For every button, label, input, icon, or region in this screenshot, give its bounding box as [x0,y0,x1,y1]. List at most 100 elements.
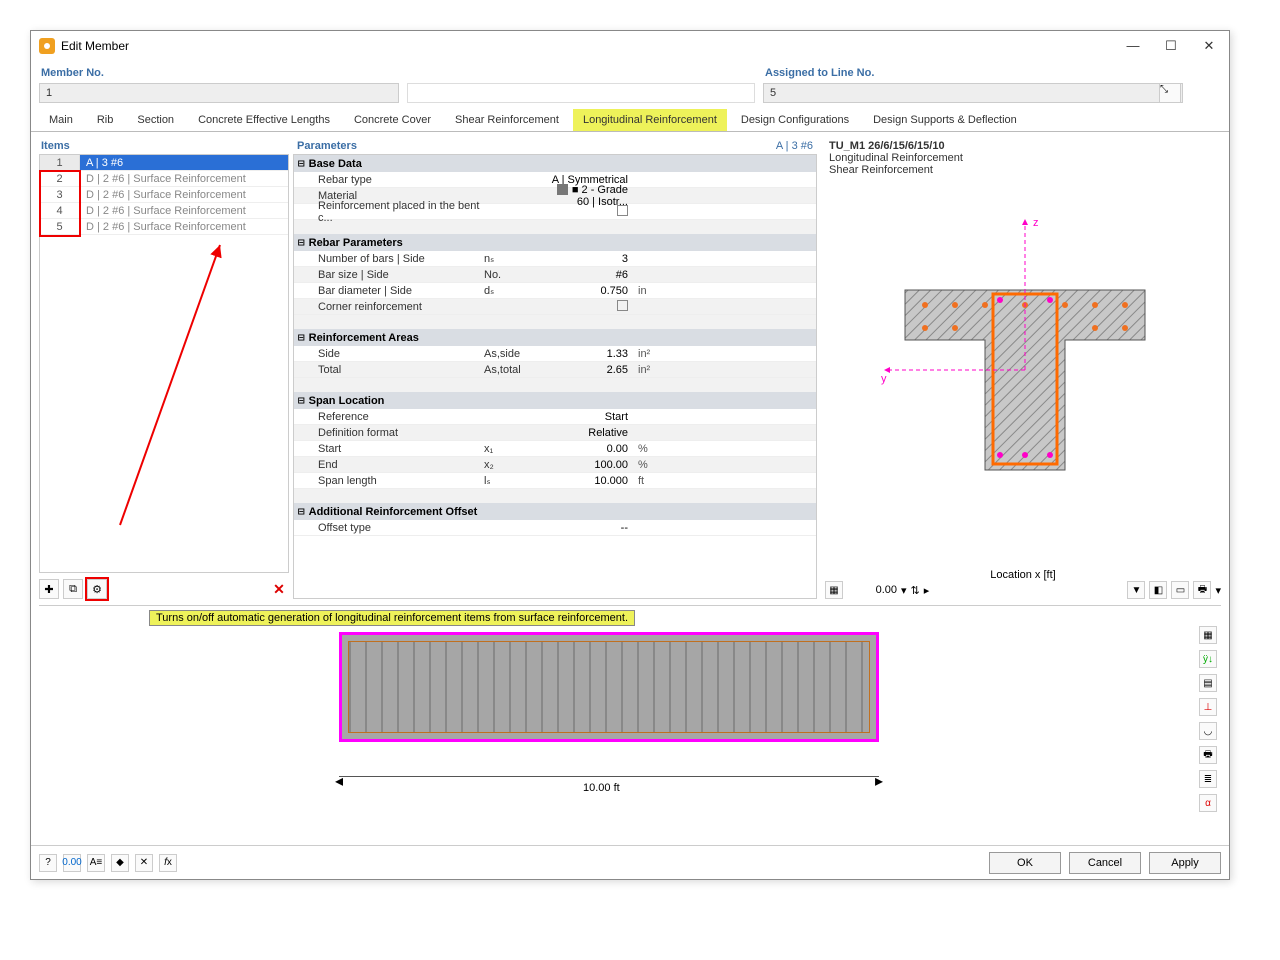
member-no-value[interactable]: 1 [39,83,399,103]
cross-section-svg: z y [825,180,1225,480]
location-next-icon[interactable]: ▸ [924,584,930,597]
help-icon[interactable]: ? [39,854,57,872]
beam-elevation [339,632,879,742]
location-stepper-icon[interactable]: ⇅ [911,584,920,597]
elevation-toolbar: ▦ ÿ↓ ▤ ⊥ ◡ 🖶 ≣ α [1199,626,1217,812]
preview-line2: Longitudinal Reinforcement [829,152,1221,164]
items-table[interactable]: 1A | 3 #62D | 2 #6 | Surface Reinforceme… [39,154,289,573]
assigned-value[interactable]: 5 [763,83,1183,103]
location-controls: ▦ 0.00 ▾ ⇅ ▸ ▼ ◧ ▭ 🖶 ▾ [825,581,1221,599]
preview-header: TU_M1 26/6/15/6/15/10 Longitudinal Reinf… [825,138,1221,180]
dimension-label: 10.00 ft [579,782,624,794]
tab-main[interactable]: Main [39,109,83,131]
preview-column: TU_M1 26/6/15/6/15/10 Longitudinal Reinf… [821,138,1221,599]
param-row[interactable]: Bar size | SideNo.#6 [294,267,816,283]
window-title: Edit Member [61,39,129,53]
tab-shear-reinforcement[interactable]: Shear Reinforcement [445,109,569,131]
cancel-button[interactable]: Cancel [1069,852,1141,874]
delete-item-button[interactable]: ✕ [269,581,289,598]
item-row[interactable]: 1A | 3 #6 [40,155,288,171]
parameters-label: Parameters [297,140,357,152]
assigned-label: Assigned to Line No. [763,65,1183,83]
new-item-button[interactable]: ✚ [39,579,59,599]
parameters-grid[interactable]: ⊟ Base DataRebar typeA | SymmetricalMate… [293,154,817,599]
f3-icon[interactable]: ✕ [135,854,153,872]
units-icon[interactable]: 0.00 [63,854,81,872]
pick-line-button[interactable]: ⤡ [1159,83,1181,103]
apply-button[interactable]: Apply [1149,852,1221,874]
items-toolbar: ✚ ⧉ ⚙ ✕ [39,573,289,599]
param-row[interactable]: Reinforcement placed in the bent c... [294,204,816,220]
axes-icon[interactable]: ÿ↓ [1199,650,1217,668]
member-no-box: Member No. 1 [39,65,399,103]
titlebar: Edit Member — ☐ ✕ [31,31,1229,61]
tabs: MainRibSectionConcrete Effective Lengths… [31,103,1229,132]
section-name: TU_M1 26/6/15/6/15/10 [829,140,1221,152]
section-span-location[interactable]: ⊟ Span Location [294,392,816,409]
param-row[interactable]: Bar diameter | Sidedₛ0.750in [294,283,816,299]
auto-generate-button[interactable]: ⚙ [87,579,107,599]
minimize-button[interactable]: — [1121,38,1145,54]
svg-text:z: z [1033,217,1039,229]
assigned-box: Assigned to Line No. 5 ⤡ [763,65,1183,103]
filter-icon[interactable]: ▼ [1127,581,1145,599]
tab-rib[interactable]: Rib [87,109,124,131]
maximize-button[interactable]: ☐ [1159,38,1183,54]
f1-icon[interactable]: A≡ [87,854,105,872]
tab-longitudinal-reinforcement[interactable]: Longitudinal Reinforcement [573,109,727,131]
param-row[interactable]: Startx₁0.00% [294,441,816,457]
print2-icon[interactable]: 🖶 [1199,746,1217,764]
tool-icon-3[interactable]: ◡ [1199,722,1217,740]
tab-design-configurations[interactable]: Design Configurations [731,109,859,131]
section-base-data[interactable]: ⊟ Base Data [294,155,816,172]
elevation-view[interactable]: Turns on/off automatic generation of lon… [39,605,1221,845]
window-buttons: — ☐ ✕ [1121,38,1221,54]
param-row[interactable]: Definition formatRelative [294,425,816,441]
param-row[interactable]: TotalAs,total2.65in² [294,362,816,378]
parameters-badge: A | 3 #6 [776,140,813,152]
tooltip: Turns on/off automatic generation of lon… [149,610,635,626]
tab-section[interactable]: Section [127,109,184,131]
copy-item-button[interactable]: ⧉ [63,579,83,599]
view-icon-1[interactable]: ◧ [1149,581,1167,599]
mid-field [407,65,755,103]
param-row[interactable]: SideAs,side1.33in² [294,346,816,362]
param-row[interactable]: Endx₂100.00% [294,457,816,473]
ok-button[interactable]: OK [989,852,1061,874]
tool-icon-4[interactable]: ≣ [1199,770,1217,788]
section-additional-reinforcement-offset[interactable]: ⊟ Additional Reinforcement Offset [294,503,816,520]
param-row[interactable]: ReferenceStart [294,409,816,425]
fx-icon[interactable]: fx [159,854,177,872]
param-row[interactable]: Span lengthlₛ10.000ft [294,473,816,489]
section-reinforcement-areas[interactable]: ⊟ Reinforcement Areas [294,329,816,346]
location-dropdown-icon[interactable]: ▾ [901,584,907,597]
cross-section-view[interactable]: z y [825,180,1221,569]
tab-concrete-effective-lengths[interactable]: Concrete Effective Lengths [188,109,340,131]
annotation-arrow [60,235,260,535]
print-icon[interactable]: 🖶 [1193,581,1211,599]
member-no-label: Member No. [39,65,399,83]
tool-icon-2[interactable]: ⊥ [1199,698,1217,716]
tab-design-supports-deflection[interactable]: Design Supports & Deflection [863,109,1027,131]
close-button[interactable]: ✕ [1197,38,1221,54]
app-icon [39,38,55,54]
tool-icon-5[interactable]: α [1199,794,1217,812]
dropdown-caret-icon[interactable]: ▾ [1215,584,1221,597]
param-row[interactable]: Number of bars | Sidenₛ3 [294,251,816,267]
f2-icon[interactable]: ◆ [111,854,129,872]
view3d-icon[interactable]: ▦ [1199,626,1217,644]
edit-member-window: Edit Member — ☐ ✕ Member No. 1 Assigned … [30,30,1230,880]
view-icon-2[interactable]: ▭ [1171,581,1189,599]
preview-line3: Shear Reinforcement [829,164,1221,176]
param-row[interactable]: Offset type-- [294,520,816,536]
footer: ? 0.00 A≡ ◆ ✕ fx OK Cancel Apply [31,845,1229,879]
tool-icon-1[interactable]: ▤ [1199,674,1217,692]
items-column: Items 1A | 3 #62D | 2 #6 | Surface Reinf… [39,138,289,599]
param-row[interactable]: Corner reinforcement [294,299,816,315]
section-rebar-parameters[interactable]: ⊟ Rebar Parameters [294,234,816,251]
tab-concrete-cover[interactable]: Concrete Cover [344,109,441,131]
parameters-column: Parameters A | 3 #6 ⊟ Base DataRebar typ… [293,138,817,599]
annotation-redbox-1 [39,170,81,237]
section-select-icon[interactable]: ▦ [825,581,843,599]
location-value[interactable]: 0.00 [847,584,897,596]
